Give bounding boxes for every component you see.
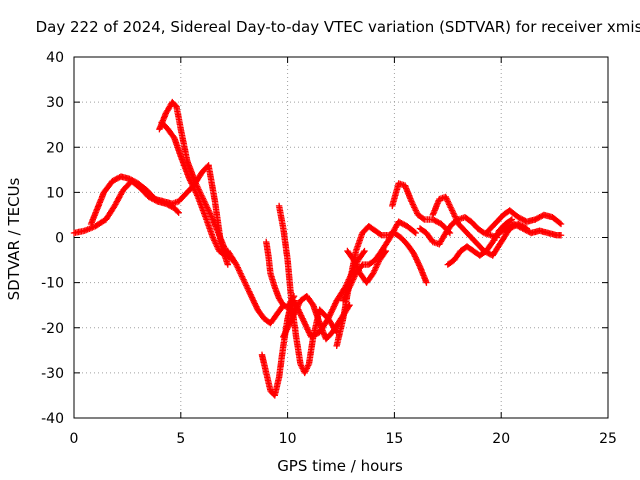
y-tick-label: 20 [46,140,64,156]
series-markers [339,218,419,304]
y-tick-label: -20 [41,321,64,337]
series-arc-14 [389,180,454,237]
series-arc-13 [344,247,390,286]
series-markers [224,247,287,327]
chart-title: Day 222 of 2024, Sidereal Day-to-day VTE… [36,18,640,36]
series-arc-4 [158,119,229,259]
data-points [70,98,565,399]
y-tick-label: 30 [46,95,64,111]
series-markers [483,207,565,237]
series-arc-5 [224,247,287,327]
y-axis-label: SDTVAR / TECUs [5,177,23,300]
x-tick-label: 25 [599,431,617,447]
series-markers [389,180,454,237]
x-axis-label: GPS time / hours [277,457,403,475]
y-axis-ticks: -40 -30 -20 -10 0 10 20 30 40 [41,50,608,427]
series-markers [158,119,229,259]
y-tick-label: -30 [41,366,64,382]
y-tick-label: 0 [55,231,64,247]
series-arc-18 [483,207,565,237]
y-tick-label: -40 [41,411,64,427]
series-arc-12 [339,218,419,304]
y-tick-label: 40 [46,50,64,66]
x-tick-label: 20 [492,431,510,447]
series-arc-19 [493,220,565,239]
series-arc-3 [156,98,236,264]
x-tick-label: 10 [279,431,297,447]
x-tick-label: 5 [176,431,185,447]
x-axis-ticks: 0 5 10 15 20 25 [70,57,617,447]
x-tick-label: 15 [385,431,403,447]
y-tick-label: -10 [41,276,64,292]
y-tick-label: 10 [46,185,64,201]
series-markers [493,220,565,239]
series-markers [156,98,236,264]
x-tick-label: 0 [70,431,79,447]
series-markers [344,247,390,286]
